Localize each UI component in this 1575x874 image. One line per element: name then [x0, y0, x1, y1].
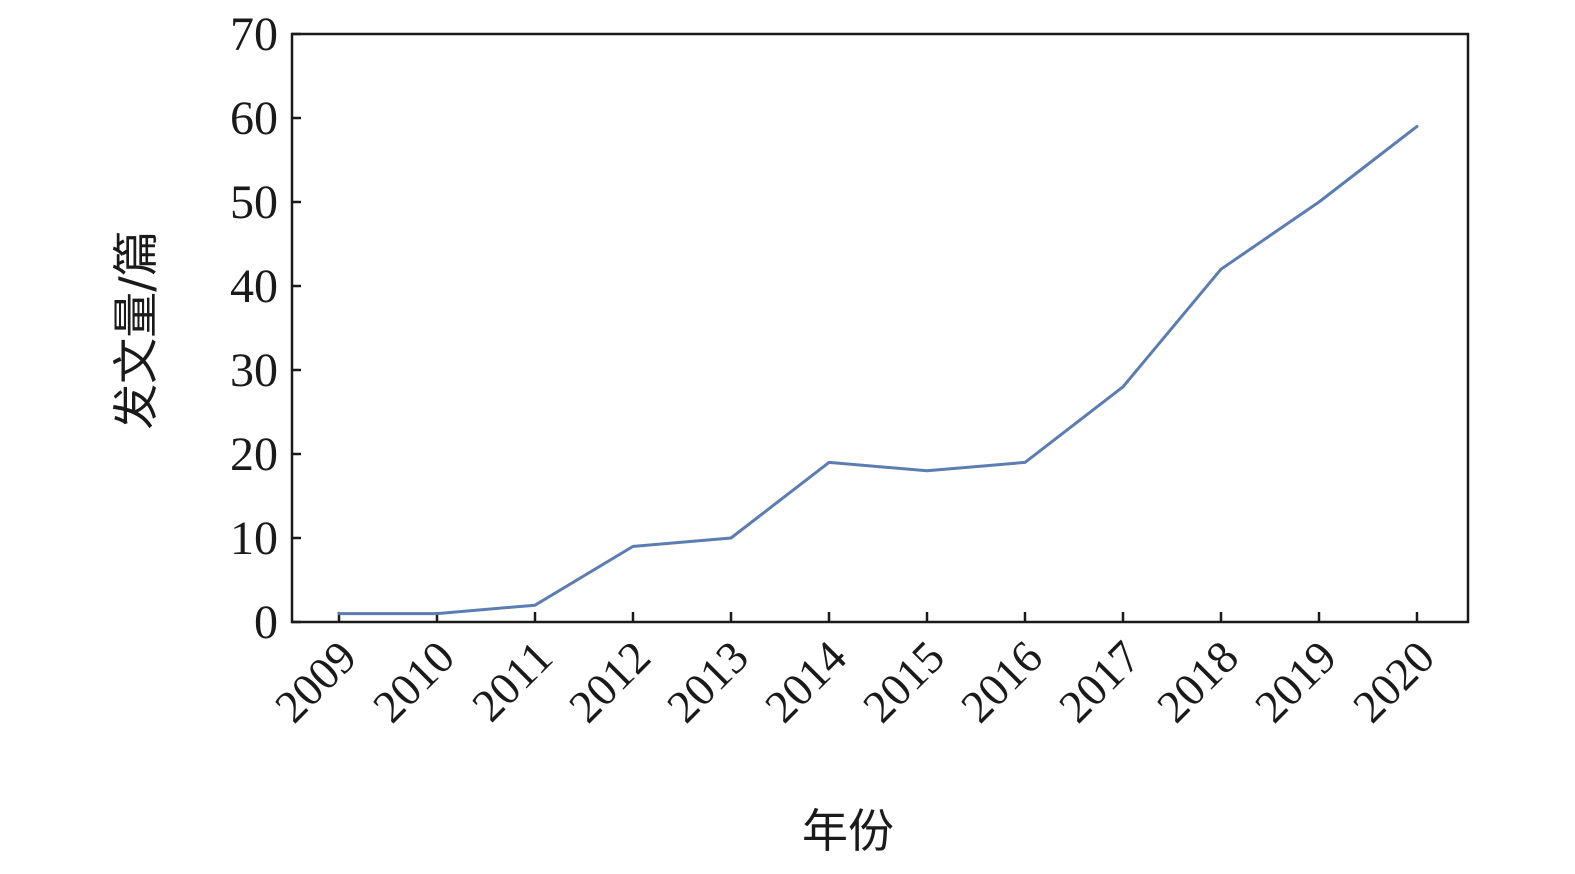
x-tick-label: 2017 — [1049, 631, 1150, 732]
x-tick-label: 2010 — [363, 631, 464, 732]
y-axis-title: 发文量/篇 — [109, 230, 163, 430]
y-axis-ticks: 0 10 20 30 40 50 60 70 — [230, 8, 301, 649]
y-tick-label: 60 — [230, 92, 278, 145]
plot-frame — [290, 32, 1470, 624]
x-tick-label: 2011 — [462, 631, 562, 731]
series-line — [337, 124, 1419, 616]
x-tick-label: 2013 — [657, 631, 758, 732]
x-tick-label: 2015 — [853, 631, 954, 732]
x-tick-label: 2019 — [1245, 631, 1346, 732]
x-tick-label: 2009 — [265, 631, 366, 732]
y-tick-label: 70 — [230, 8, 278, 61]
x-tick-label: 2016 — [951, 631, 1052, 732]
y-tick-label: 50 — [230, 176, 278, 229]
y-tick-label: 20 — [230, 428, 278, 481]
y-tick-label: 40 — [230, 260, 278, 313]
series-layer — [337, 124, 1419, 616]
x-tick-label: 2014 — [755, 631, 856, 732]
x-tick-label: 2020 — [1343, 631, 1444, 732]
x-tick-label: 2018 — [1147, 631, 1248, 732]
x-axis-ticks: 2009201020112012201320142015201620172018… — [265, 612, 1444, 732]
y-tick-label: 30 — [230, 344, 278, 397]
y-tick-label: 10 — [230, 512, 278, 565]
x-axis-title: 年份 — [802, 804, 894, 858]
y-tick-label: 0 — [254, 596, 278, 649]
x-tick-label: 2012 — [559, 631, 660, 732]
